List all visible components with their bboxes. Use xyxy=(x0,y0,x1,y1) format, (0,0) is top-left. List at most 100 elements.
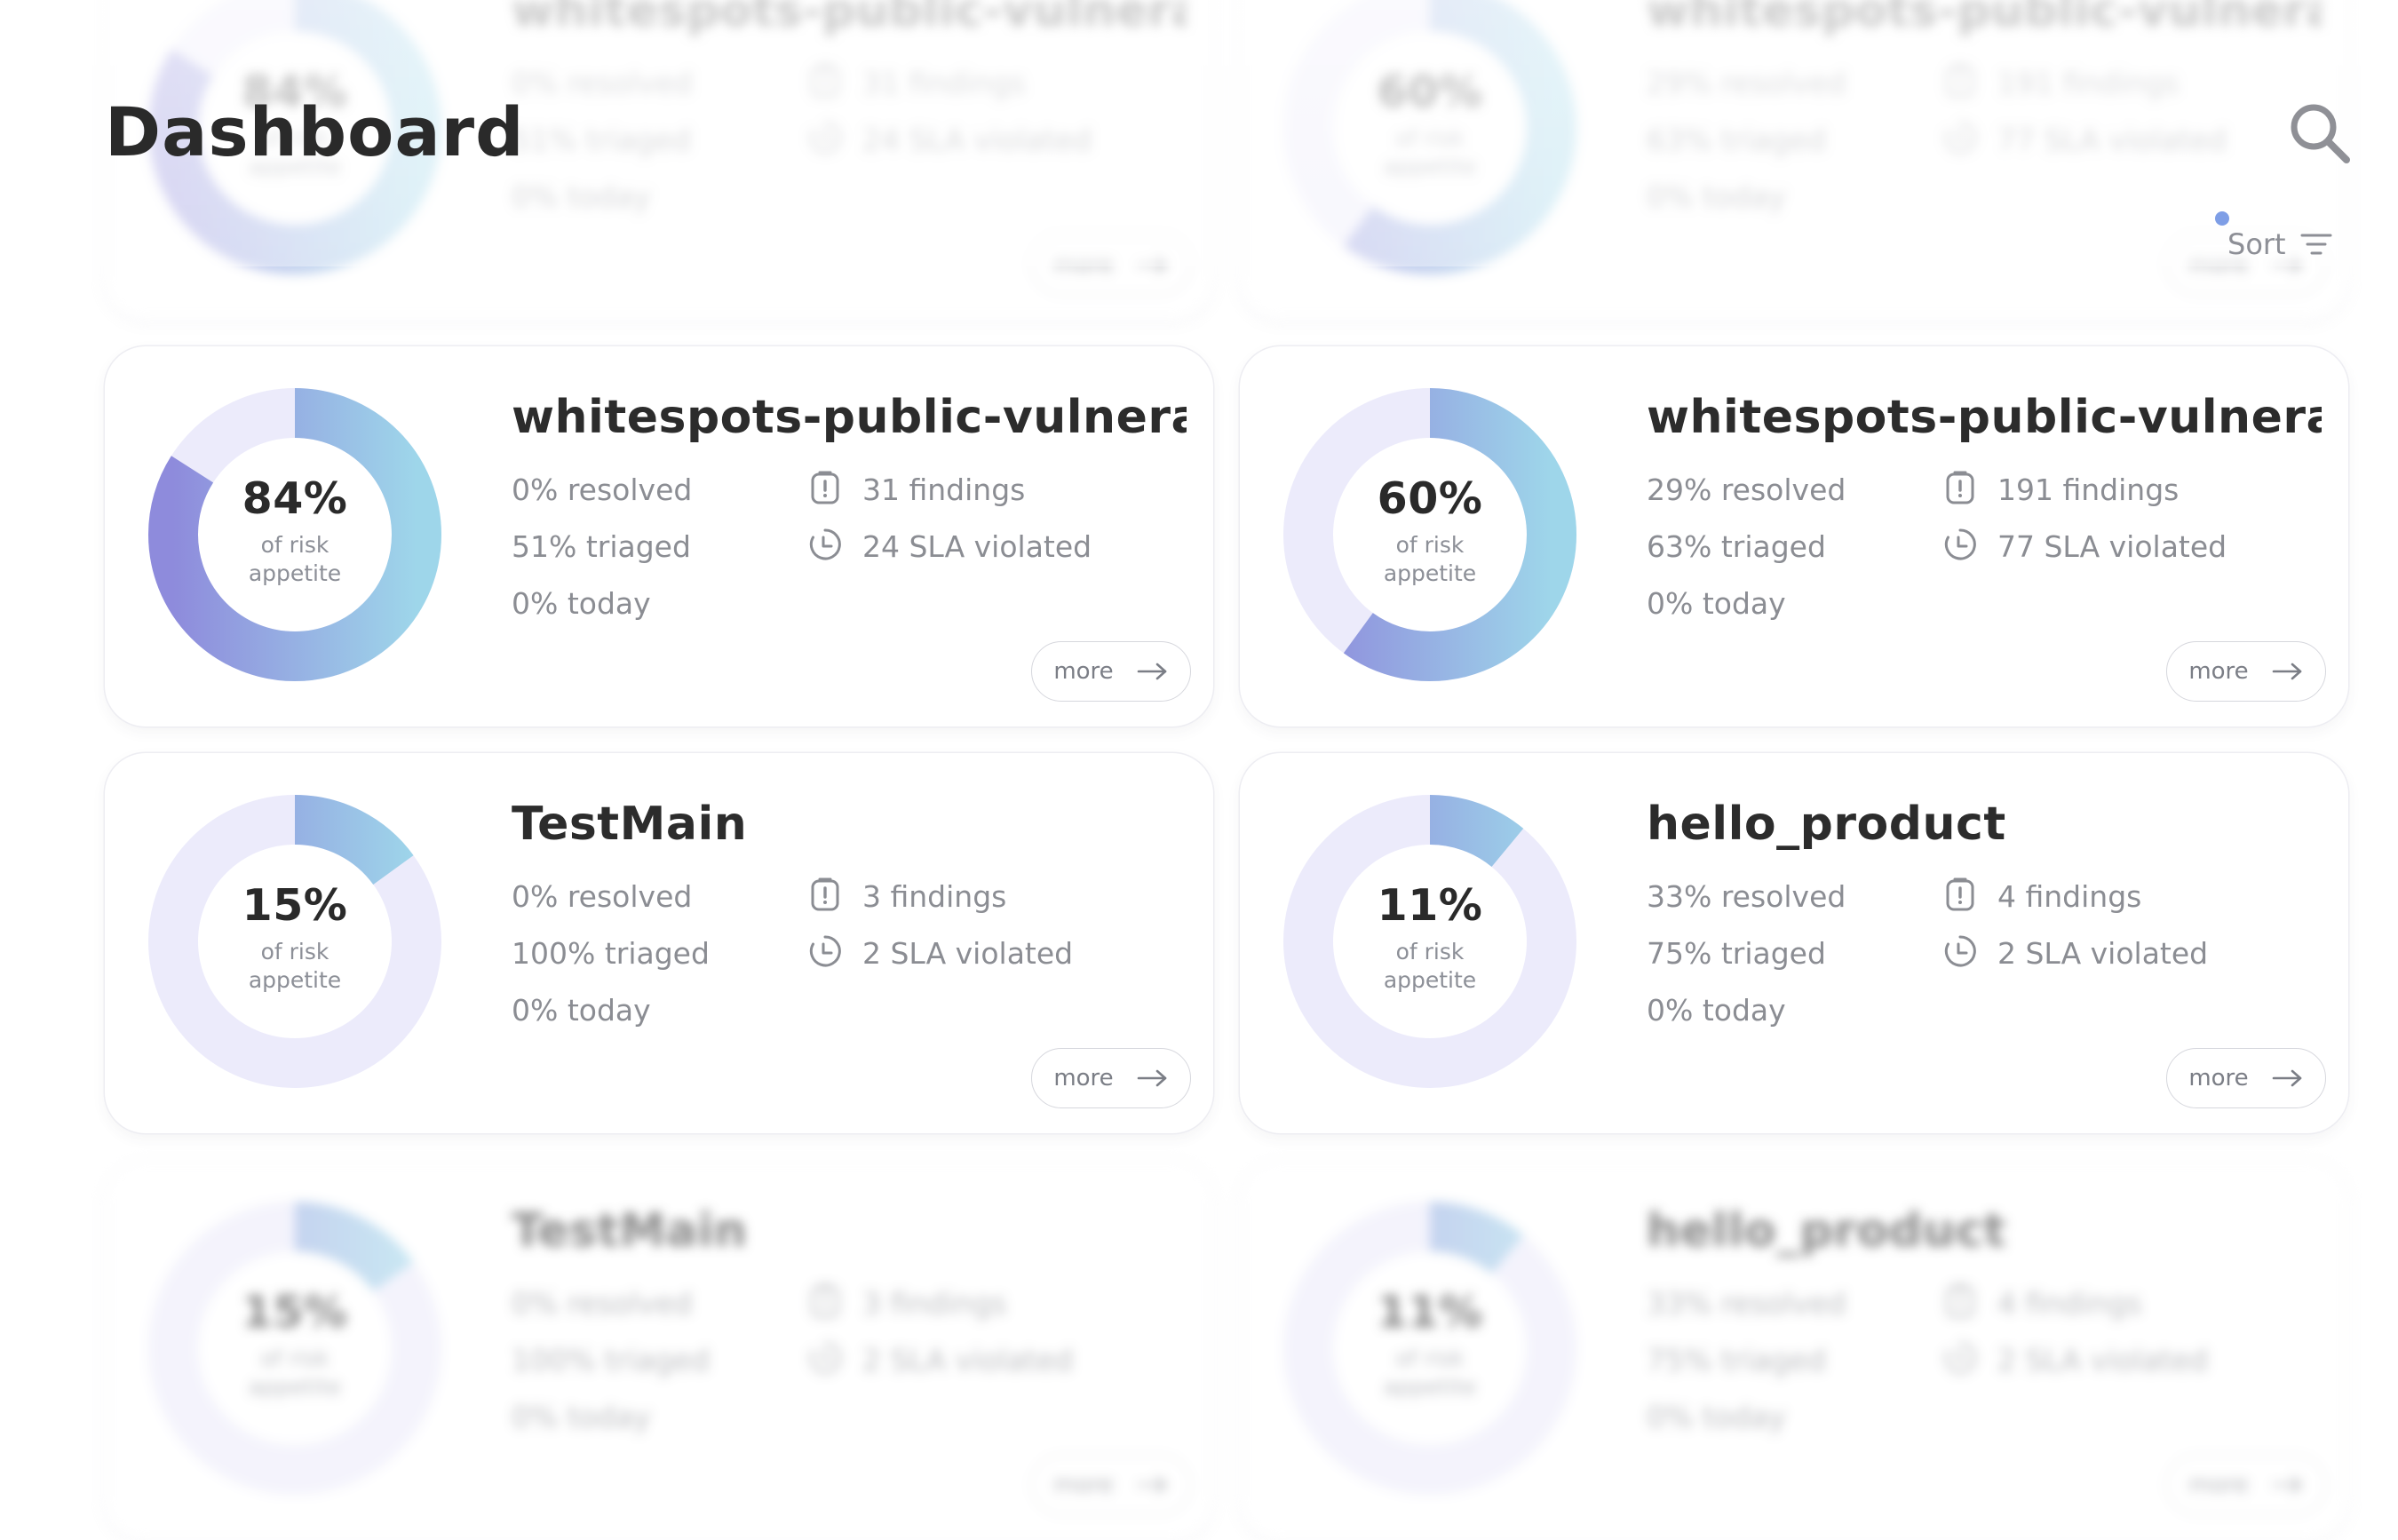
more-button[interactable]: more xyxy=(1031,1455,1191,1515)
triaged-stat: 63% triaged xyxy=(1647,529,1826,564)
risk-donut-chart: 84% of risk appetite xyxy=(146,385,444,684)
risk-percent: 15% xyxy=(242,879,348,931)
dashboard-header: Dashboard Sort xyxy=(0,0,2398,266)
today-stat: 0% today xyxy=(1647,586,1786,621)
clipboard-alert-icon xyxy=(1944,1283,1976,1319)
more-button[interactable]: more xyxy=(2166,1455,2326,1515)
page-title: Dashboard xyxy=(105,92,525,171)
today-stat: 0% today xyxy=(512,993,651,1028)
clock-icon xyxy=(1944,527,1976,562)
risk-donut xyxy=(1283,388,1576,681)
project-title[interactable]: whitespots-public-vulnerab... xyxy=(512,391,1187,444)
triaged-stat: 100% triaged xyxy=(512,1343,710,1377)
project-title[interactable]: whitespots-public-vulnerab... xyxy=(1647,391,2322,444)
clipboard-alert-icon xyxy=(809,470,841,505)
arrow-right-icon xyxy=(2272,662,2304,681)
sla-violated-stat: 2 SLA violated xyxy=(1997,936,2209,971)
arrow-right-icon xyxy=(2272,1068,2304,1088)
risk-percent: 15% xyxy=(242,1286,348,1338)
project-card-scrolled[interactable]: 11% of risk appetite hello_product 33% r… xyxy=(1240,1160,2348,1540)
risk-donut-chart: 60% of risk appetite xyxy=(1281,385,1579,684)
risk-caption: of risk appetite xyxy=(1383,938,1477,993)
more-button[interactable]: more xyxy=(1031,641,1191,702)
resolved-stat: 33% resolved xyxy=(1647,1286,1846,1321)
clock-icon xyxy=(1944,1340,1976,1376)
clipboard-alert-icon xyxy=(809,1283,841,1319)
resolved-stat: 0% resolved xyxy=(512,879,693,914)
project-title[interactable]: TestMain xyxy=(512,798,748,851)
sort-label: Sort xyxy=(2227,227,2286,261)
resolved-stat: 0% resolved xyxy=(512,1286,693,1321)
search-icon[interactable] xyxy=(2286,99,2354,167)
arrow-right-icon xyxy=(1137,1475,1169,1495)
more-label: more xyxy=(1053,1065,1114,1091)
clock-icon xyxy=(809,527,841,562)
risk-donut xyxy=(148,795,441,1088)
clock-icon xyxy=(809,1340,841,1376)
triaged-stat: 51% triaged xyxy=(512,529,691,564)
resolved-stat: 33% resolved xyxy=(1647,879,1846,914)
resolved-stat: 29% resolved xyxy=(1647,472,1846,507)
resolved-stat: 0% resolved xyxy=(512,472,693,507)
findings-stat: 31 findings xyxy=(862,472,1026,507)
today-stat: 0% today xyxy=(1647,1400,1786,1434)
sla-violated-stat: 77 SLA violated xyxy=(1997,529,2227,564)
more-button[interactable]: more xyxy=(1031,1048,1191,1108)
risk-caption: of risk appetite xyxy=(1383,531,1477,586)
project-card[interactable]: 84% of risk appetite whitespots-public-v… xyxy=(105,346,1213,726)
donut-value-arc xyxy=(1283,388,1576,681)
clipboard-alert-icon xyxy=(1944,470,1976,505)
risk-percent: 11% xyxy=(1377,1286,1483,1338)
project-title[interactable]: TestMain xyxy=(512,1204,748,1258)
risk-percent: 60% xyxy=(1377,472,1483,524)
findings-stat: 3 findings xyxy=(862,879,1007,914)
findings-stat: 191 findings xyxy=(1997,472,2180,507)
sla-violated-stat: 24 SLA violated xyxy=(862,529,1092,564)
risk-percent: 84% xyxy=(242,472,348,524)
risk-caption: of risk appetite xyxy=(248,938,342,993)
arrow-right-icon xyxy=(1137,662,1169,681)
project-title[interactable]: hello_product xyxy=(1647,1204,2006,1258)
donut-value-arc xyxy=(148,795,441,1088)
risk-donut xyxy=(1283,795,1576,1088)
findings-stat: 4 findings xyxy=(1997,879,2142,914)
triaged-stat: 75% triaged xyxy=(1647,936,1826,971)
donut-value-arc xyxy=(1283,795,1576,1088)
risk-donut-chart: 15% of risk appetite xyxy=(146,792,444,1091)
more-label: more xyxy=(2188,1472,2249,1498)
more-label: more xyxy=(2188,1065,2249,1091)
sort-button[interactable]: Sort xyxy=(2227,224,2332,265)
sort-indicator-dot xyxy=(2215,211,2229,226)
project-title[interactable]: hello_product xyxy=(1647,798,2006,851)
today-stat: 0% today xyxy=(1647,993,1786,1028)
project-card[interactable]: 11% of risk appetite hello_product 33% r… xyxy=(1240,753,2348,1133)
arrow-right-icon xyxy=(2272,1475,2304,1495)
more-label: more xyxy=(2188,658,2249,685)
triaged-stat: 100% triaged xyxy=(512,936,710,971)
sla-violated-stat: 2 SLA violated xyxy=(862,936,1074,971)
project-card[interactable]: 15% of risk appetite TestMain 0% resolve… xyxy=(105,753,1213,1133)
donut-value-arc xyxy=(148,388,441,681)
triaged-stat: 75% triaged xyxy=(1647,1343,1826,1377)
filter-lines-icon xyxy=(2300,234,2332,255)
risk-caption: of risk appetite xyxy=(248,531,342,586)
risk-donut-chart: 11% of risk appetite xyxy=(1281,1199,1579,1497)
clipboard-alert-icon xyxy=(1944,877,1976,912)
more-button[interactable]: more xyxy=(2166,1048,2326,1108)
findings-stat: 3 findings xyxy=(862,1286,1007,1321)
risk-caption: of risk appetite xyxy=(248,1345,342,1400)
project-card[interactable]: 60% of risk appetite whitespots-public-v… xyxy=(1240,346,2348,726)
arrow-right-icon xyxy=(1137,1068,1169,1088)
sla-violated-stat: 2 SLA violated xyxy=(1997,1343,2209,1377)
risk-donut-chart: 11% of risk appetite xyxy=(1281,792,1579,1091)
clipboard-alert-icon xyxy=(809,877,841,912)
project-card-scrolled[interactable]: 15% of risk appetite TestMain 0% resolve… xyxy=(105,1160,1213,1540)
more-label: more xyxy=(1053,1472,1114,1498)
risk-donut xyxy=(148,388,441,681)
risk-percent: 11% xyxy=(1377,879,1483,931)
more-button[interactable]: more xyxy=(2166,641,2326,702)
clock-icon xyxy=(809,933,841,969)
findings-stat: 4 findings xyxy=(1997,1286,2142,1321)
risk-caption: of risk appetite xyxy=(1383,1345,1477,1400)
today-stat: 0% today xyxy=(512,1400,651,1434)
